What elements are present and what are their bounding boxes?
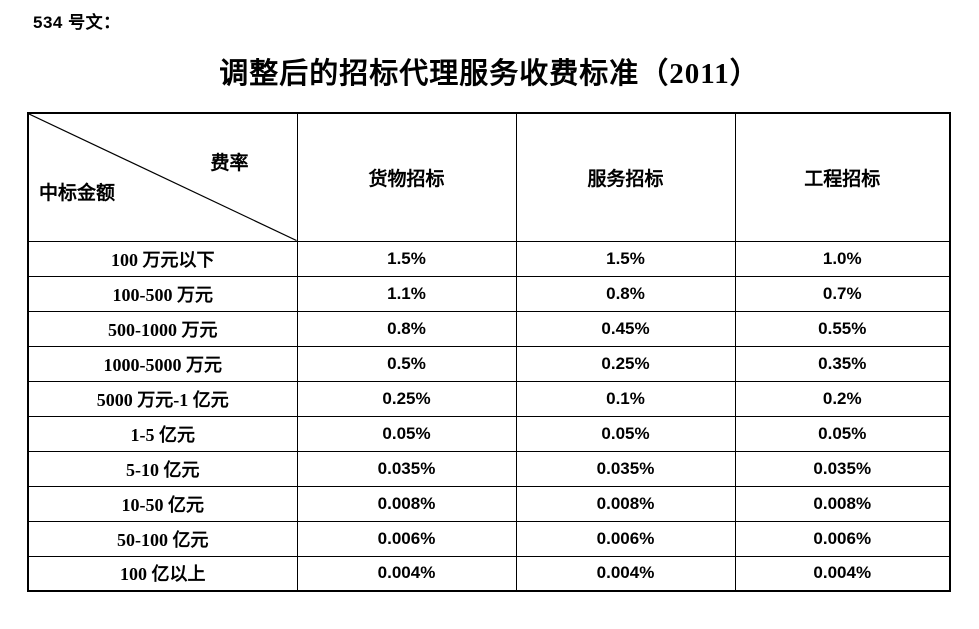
diagonal-divider-line	[29, 114, 297, 241]
amount-cell: 1-5 亿元	[27, 415, 298, 452]
column-header-goods: 货物招标	[296, 112, 517, 242]
rate-cell: 0.8%	[296, 310, 517, 347]
rate-cell: 0.45%	[515, 310, 736, 347]
rate-cell: 0.55%	[734, 310, 951, 347]
rate-cell: 0.2%	[734, 380, 951, 417]
column-header-engineering: 工程招标	[734, 112, 951, 242]
rate-cell: 0.004%	[515, 555, 736, 592]
rate-cell: 0.1%	[515, 380, 736, 417]
table-row: 100 万元以下 1.5% 1.5% 1.0%	[27, 240, 951, 277]
amount-cell: 100 万元以下	[27, 240, 298, 277]
rate-cell: 0.25%	[515, 345, 736, 382]
rate-cell: 0.004%	[296, 555, 517, 592]
table-row: 10-50 亿元 0.008% 0.008% 0.008%	[27, 485, 951, 522]
rate-cell: 0.008%	[515, 485, 736, 522]
rate-cell: 0.05%	[734, 415, 951, 452]
rate-cell: 0.25%	[296, 380, 517, 417]
rate-cell: 0.006%	[734, 520, 951, 557]
amount-cell: 50-100 亿元	[27, 520, 298, 557]
column-header-service: 服务招标	[515, 112, 736, 242]
amount-cell: 10-50 亿元	[27, 485, 298, 522]
amount-cell: 5000 万元-1 亿元	[27, 380, 298, 417]
table-row: 5000 万元-1 亿元 0.25% 0.1% 0.2%	[27, 380, 951, 417]
rate-cell: 1.0%	[734, 240, 951, 277]
rate-cell: 0.006%	[296, 520, 517, 557]
fee-table: 费率 中标金额 货物招标 服务招标 工程招标 100 万元以下 1.5% 1.5…	[27, 112, 951, 592]
rate-cell: 1.1%	[296, 275, 517, 312]
rate-cell: 1.5%	[296, 240, 517, 277]
amount-cell: 5-10 亿元	[27, 450, 298, 487]
table-row: 1000-5000 万元 0.5% 0.25% 0.35%	[27, 345, 951, 382]
amount-cell: 100 亿以上	[27, 555, 298, 592]
rate-cell: 0.5%	[296, 345, 517, 382]
rate-cell: 0.05%	[296, 415, 517, 452]
rate-cell: 0.7%	[734, 275, 951, 312]
corner-label-rate: 费率	[210, 153, 249, 174]
rate-cell: 0.035%	[734, 450, 951, 487]
rate-cell: 0.035%	[515, 450, 736, 487]
corner-label-amount: 中标金额	[39, 183, 116, 204]
table-header-row: 费率 中标金额 货物招标 服务招标 工程招标	[27, 112, 951, 242]
page-title: 调整后的招标代理服务收费标准（2011）	[219, 58, 760, 90]
rate-cell: 0.008%	[296, 485, 517, 522]
rate-cell: 0.035%	[296, 450, 517, 487]
rate-cell: 0.004%	[734, 555, 951, 592]
table-row: 100-500 万元 1.1% 0.8% 0.7%	[27, 275, 951, 312]
rate-cell: 0.008%	[734, 485, 951, 522]
amount-cell: 1000-5000 万元	[27, 345, 298, 382]
corner-header-cell: 费率 中标金额	[27, 112, 298, 242]
table-row: 1-5 亿元 0.05% 0.05% 0.05%	[27, 415, 951, 452]
table-row: 500-1000 万元 0.8% 0.45% 0.55%	[27, 310, 951, 347]
amount-cell: 500-1000 万元	[27, 310, 298, 347]
rate-cell: 0.05%	[515, 415, 736, 452]
rate-cell: 0.8%	[515, 275, 736, 312]
table-row: 50-100 亿元 0.006% 0.006% 0.006%	[27, 520, 951, 557]
table-row: 5-10 亿元 0.035% 0.035% 0.035%	[27, 450, 951, 487]
rate-cell: 0.35%	[734, 345, 951, 382]
rate-cell: 0.006%	[515, 520, 736, 557]
table-row: 100 亿以上 0.004% 0.004% 0.004%	[27, 555, 951, 592]
doc-number-label: 534 号文：	[33, 13, 121, 32]
amount-cell: 100-500 万元	[27, 275, 298, 312]
rate-cell: 1.5%	[515, 240, 736, 277]
